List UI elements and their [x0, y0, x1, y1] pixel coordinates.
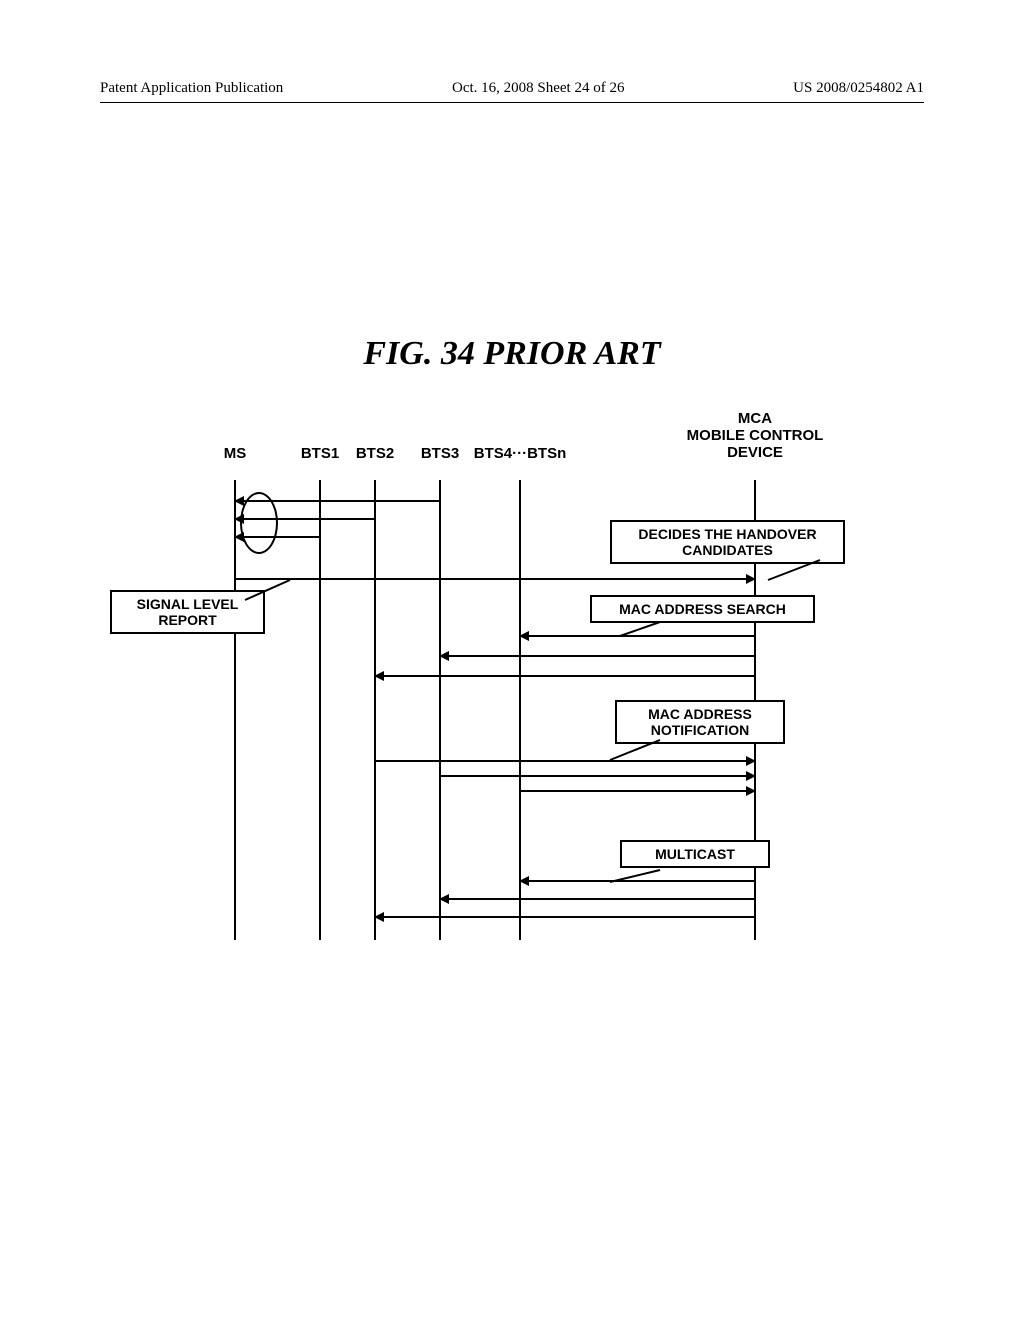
lifeline-bts2 [374, 480, 376, 940]
leader-mac-search [620, 622, 662, 638]
message-arrow [440, 898, 755, 900]
note-decides: DECIDES THE HANDOVER CANDIDATES [610, 520, 845, 564]
message-arrow [520, 790, 755, 792]
lifeline-bts4 [519, 480, 521, 940]
leader-decides [768, 560, 822, 582]
message-arrow [375, 916, 755, 918]
leader-signal-level [245, 580, 292, 602]
lifeline-ms [234, 480, 236, 940]
message-arrow [235, 578, 755, 580]
header-rule [100, 102, 924, 103]
message-arrow [440, 775, 755, 777]
note-mac-notify: MAC ADDRESS NOTIFICATION [615, 700, 785, 744]
message-arrow [375, 760, 755, 762]
page-header: Patent Application Publication Oct. 16, … [100, 80, 924, 97]
leader-mac-notify [610, 740, 662, 762]
grouping-ellipse [240, 492, 278, 554]
note-signal-level: SIGNAL LEVEL REPORT [110, 590, 265, 634]
note-mac-search: MAC ADDRESS SEARCH [590, 595, 815, 623]
message-arrow [375, 675, 755, 677]
leader-multicast [610, 870, 662, 884]
page: Patent Application Publication Oct. 16, … [0, 0, 1024, 1320]
lane-label-mca: MCA MOBILE CONTROL DEVICE [685, 410, 825, 461]
note-multicast: MULTICAST [620, 840, 770, 868]
lane-label-bts4: BTS4···BTSn [450, 445, 590, 462]
header-right: US 2008/0254802 A1 [793, 80, 924, 97]
lifeline-bts3 [439, 480, 441, 940]
message-arrow [440, 655, 755, 657]
header-left: Patent Application Publication [100, 80, 283, 97]
figure-title: FIG. 34 PRIOR ART [0, 335, 1024, 373]
lifeline-bts1 [319, 480, 321, 940]
header-center: Oct. 16, 2008 Sheet 24 of 26 [452, 80, 624, 97]
sequence-diagram: MSBTS1BTS2BTS3BTS4···BTSnMCA MOBILE CONT… [120, 400, 900, 960]
